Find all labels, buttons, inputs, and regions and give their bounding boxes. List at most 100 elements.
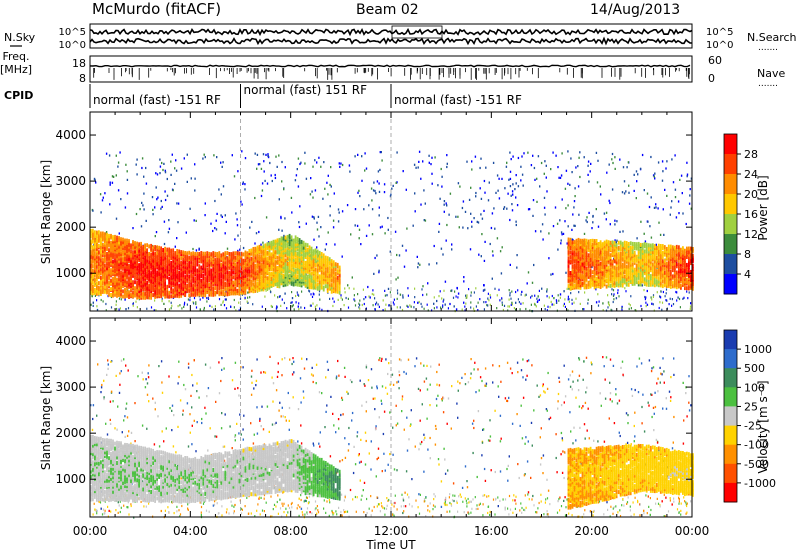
echo-cell xyxy=(194,255,197,260)
echo-cell xyxy=(174,265,177,270)
echo-cell xyxy=(112,235,114,240)
echo-cell xyxy=(240,251,243,256)
echo-cell xyxy=(330,277,333,282)
echo-cell xyxy=(318,266,321,271)
noise-cell xyxy=(583,156,585,159)
echo-cell xyxy=(270,257,273,262)
ground-scatter-cell xyxy=(553,303,555,306)
echo-cell xyxy=(282,248,285,253)
noise-cell xyxy=(176,202,178,205)
noise-cell xyxy=(373,181,375,184)
noise-cell xyxy=(446,165,448,169)
ground-scatter-cell xyxy=(110,306,113,309)
echo-cell xyxy=(637,280,640,285)
ground-scatter-cell xyxy=(687,297,689,300)
echo-cell xyxy=(617,281,620,286)
echo-cell xyxy=(98,275,100,279)
echo-cell xyxy=(314,261,317,266)
echo-cell xyxy=(154,290,156,295)
echo-cell xyxy=(98,256,100,261)
echo-cell xyxy=(236,288,239,293)
ground-scatter-cell xyxy=(115,300,117,303)
echo-cell xyxy=(575,280,578,284)
noise-cell xyxy=(418,160,420,163)
echo-cell xyxy=(204,257,207,262)
ground-scatter-cell xyxy=(517,289,519,292)
echo-cell xyxy=(94,287,96,292)
noise-cell xyxy=(384,232,386,235)
echo-cell xyxy=(631,241,634,246)
echo-cell xyxy=(278,271,281,276)
echo-cell xyxy=(629,268,632,272)
noise-cell xyxy=(590,162,592,165)
echo-cell xyxy=(577,253,580,258)
echo-cell xyxy=(118,252,120,257)
ground-scatter-cell xyxy=(664,295,666,298)
echo-cell xyxy=(220,253,223,258)
ground-scatter-cell xyxy=(568,298,570,301)
echo-cell xyxy=(140,261,142,266)
noise-cell xyxy=(611,188,614,191)
echo-cell xyxy=(126,256,128,261)
echo-cell xyxy=(603,271,606,276)
echo-cell xyxy=(607,251,610,256)
echo-cell xyxy=(260,262,263,267)
echo-cell xyxy=(170,268,173,273)
ground-scatter-cell xyxy=(286,307,288,310)
echo-cell xyxy=(649,261,652,266)
echo-cell xyxy=(589,256,592,260)
noise-cell xyxy=(596,181,599,184)
echo-cell xyxy=(164,282,166,287)
echo-cell xyxy=(589,245,592,250)
ground-scatter-cell xyxy=(511,303,513,306)
echo-cell xyxy=(228,270,231,275)
echo-cell xyxy=(651,247,654,252)
noise-cell xyxy=(457,292,460,295)
ground-scatter-cell xyxy=(375,301,378,304)
noise-cell xyxy=(281,180,283,183)
ground-scatter-cell xyxy=(548,296,550,299)
echo-cell xyxy=(218,251,221,256)
echo-cell xyxy=(300,269,303,274)
echo-cell xyxy=(649,282,652,287)
echo-cell xyxy=(639,259,642,264)
echo-cell xyxy=(144,260,146,265)
echo-cell xyxy=(649,249,652,254)
ground-scatter-cell xyxy=(96,299,98,302)
noise-cell xyxy=(516,204,519,207)
echo-cell xyxy=(122,279,124,284)
echo-cell xyxy=(130,252,132,257)
echo-cell xyxy=(170,254,173,259)
echo-cell xyxy=(641,248,644,253)
echo-cell xyxy=(100,240,102,245)
echo-cell xyxy=(122,248,124,253)
echo-cell xyxy=(322,275,325,279)
echo-cell xyxy=(284,241,287,246)
noise-cell xyxy=(424,202,426,205)
echo-cell xyxy=(170,294,173,299)
ground-scatter-cell xyxy=(257,290,259,293)
power-cells xyxy=(90,112,694,313)
noise-cell xyxy=(379,151,381,154)
noise-cell xyxy=(267,154,269,157)
noise-cell xyxy=(354,224,356,227)
noise-cell xyxy=(240,200,242,203)
noise-cell xyxy=(573,206,575,209)
noise-cell xyxy=(304,162,306,165)
echo-cell xyxy=(184,259,187,264)
echo-cell xyxy=(338,276,341,281)
echo-cell xyxy=(102,281,104,286)
echo-cell xyxy=(645,280,648,285)
echo-cell xyxy=(130,262,132,267)
echo-cell xyxy=(250,279,253,284)
noise-cell xyxy=(296,168,298,171)
echo-cell xyxy=(132,253,134,258)
echo-cell xyxy=(262,244,265,249)
noise-cell xyxy=(545,164,547,167)
echo-cell xyxy=(643,277,646,282)
echo-cell xyxy=(593,241,596,246)
echo-cell xyxy=(118,265,120,270)
echo-cell xyxy=(599,261,602,266)
ground-scatter-cell xyxy=(300,306,302,309)
noise-cell xyxy=(517,156,520,160)
